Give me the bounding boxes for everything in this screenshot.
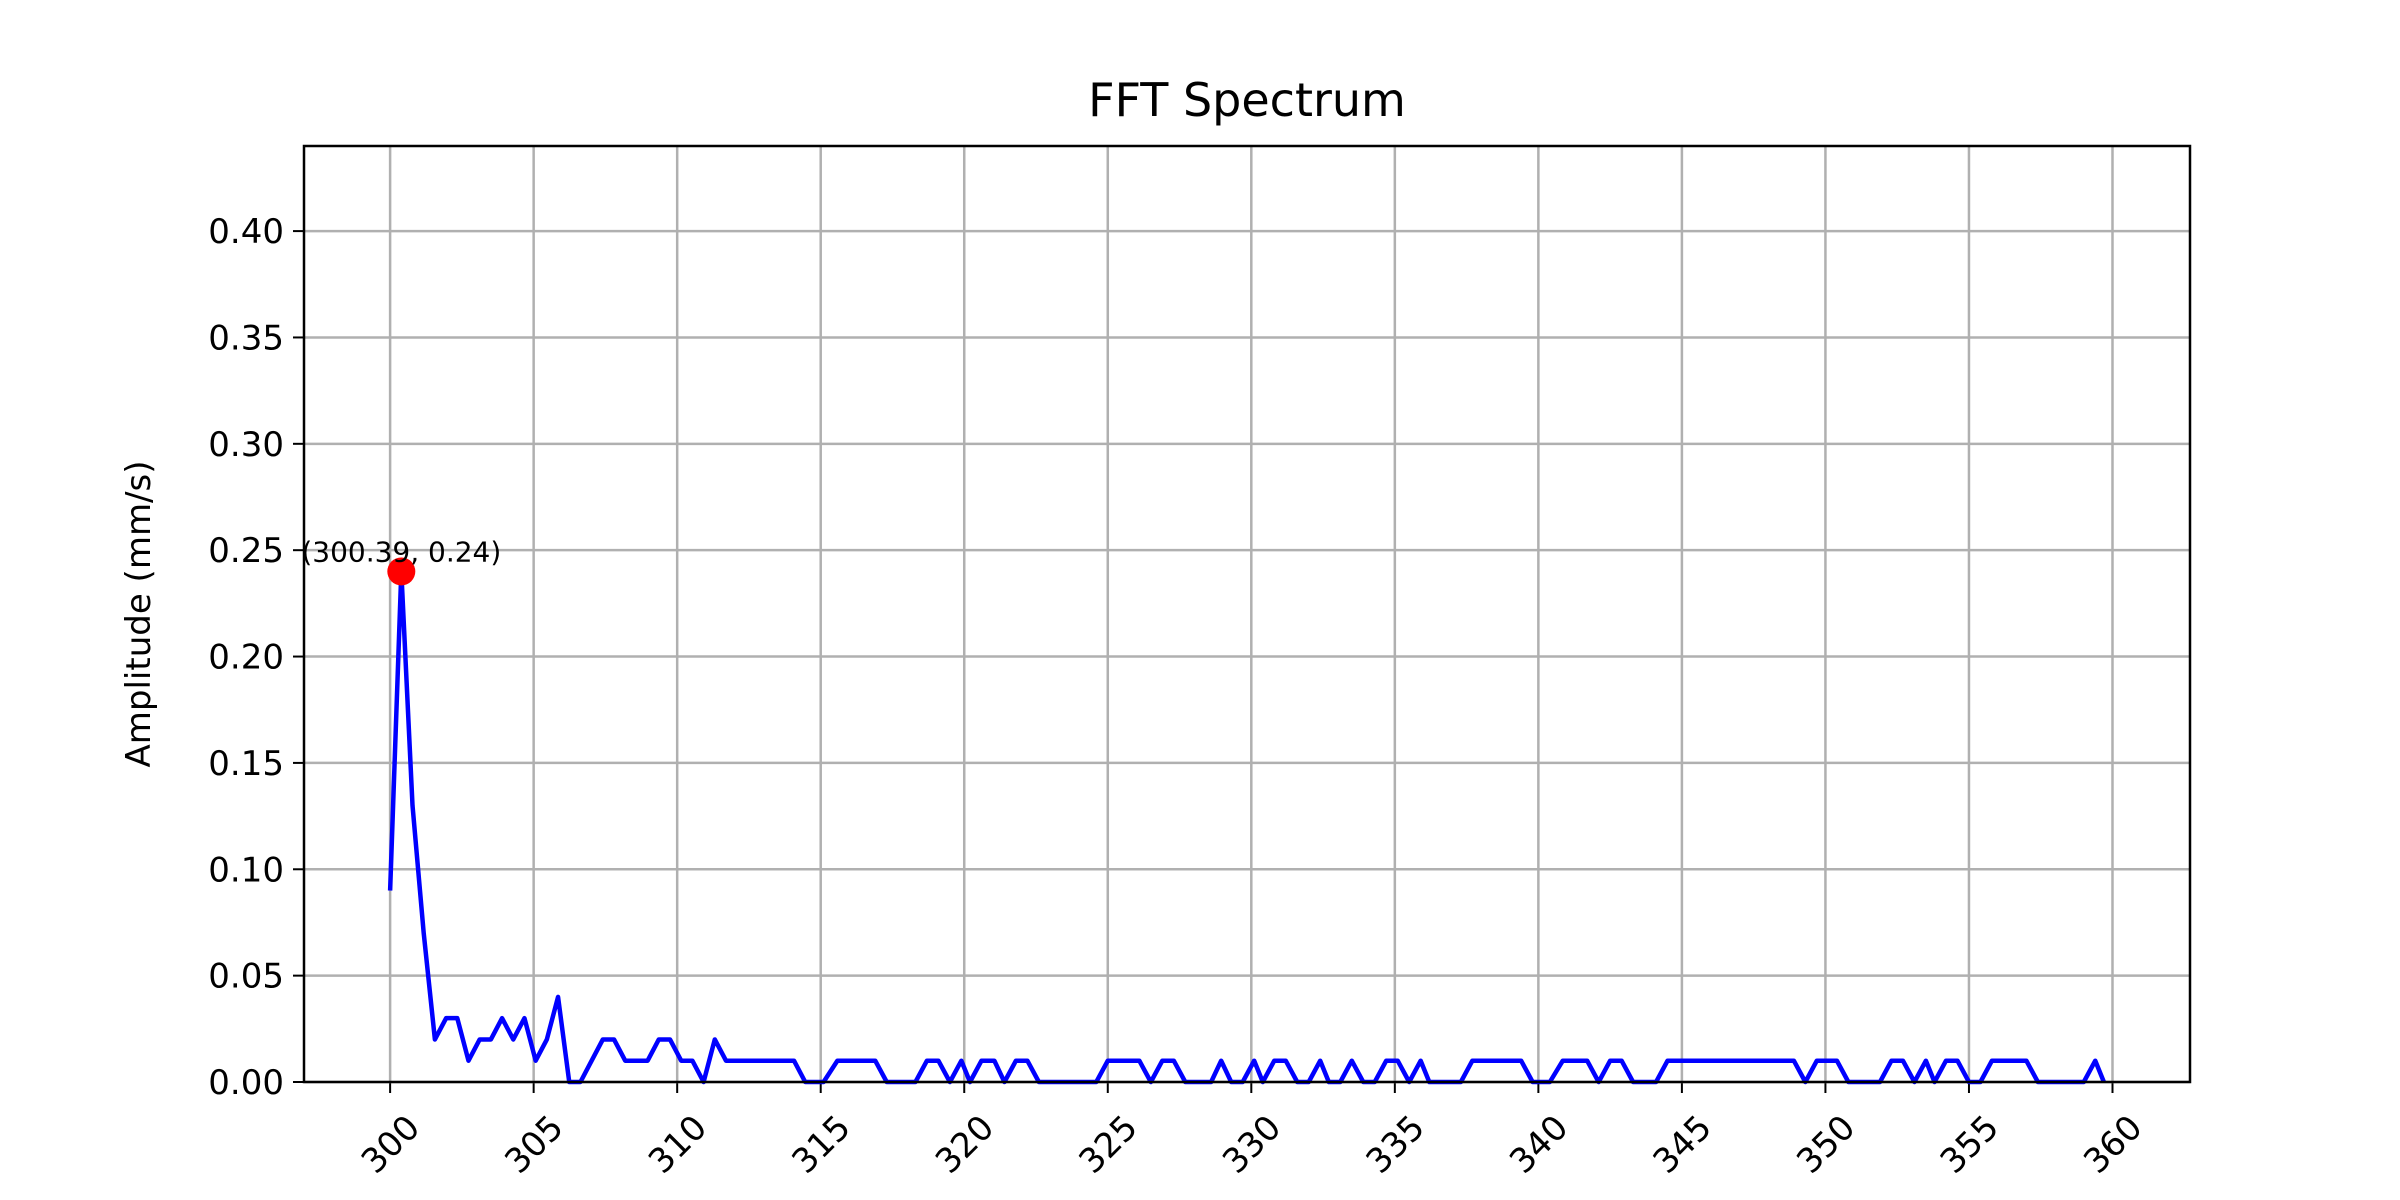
- y-tick-label: 0.15: [208, 744, 284, 784]
- x-tick-label: 310: [641, 1108, 715, 1182]
- x-tick-label: 325: [1071, 1108, 1145, 1182]
- x-tick-label: 330: [1215, 1108, 1289, 1182]
- x-tick-label: 360: [2076, 1108, 2150, 1182]
- y-tick-label: 0.25: [208, 531, 284, 571]
- y-tick-label: 0.00: [208, 1063, 284, 1103]
- line-series: [387, 569, 2106, 1085]
- x-tick-label: 335: [1359, 1108, 1433, 1182]
- y-tick-label: 0.30: [208, 425, 284, 465]
- peak-annotation: (300.39, 0.24): [301, 535, 501, 568]
- x-tick-label: 320: [928, 1108, 1002, 1182]
- chart-title: FFT Spectrum: [1088, 73, 1406, 127]
- y-axis-label: Amplitude (mm/s): [119, 461, 159, 768]
- x-tick-label: 345: [1646, 1108, 1720, 1182]
- x-tick-label: 305: [497, 1108, 571, 1182]
- y-tick-label: 0.40: [208, 212, 284, 252]
- x-tick-label: 340: [1502, 1108, 1576, 1182]
- y-tick-label: 0.05: [208, 957, 284, 997]
- x-tick-label: 355: [1933, 1108, 2007, 1182]
- x-tick-label: 300: [354, 1108, 428, 1182]
- plot-frame: [302, 144, 2192, 1084]
- x-tick-label: 350: [1789, 1108, 1863, 1182]
- peak-marker: [387, 557, 416, 586]
- y-tick-label: 0.20: [208, 638, 284, 678]
- x-tick-label: 315: [784, 1108, 858, 1182]
- y-tick-label: 0.10: [208, 850, 284, 890]
- y-tick-label: 0.35: [208, 318, 284, 358]
